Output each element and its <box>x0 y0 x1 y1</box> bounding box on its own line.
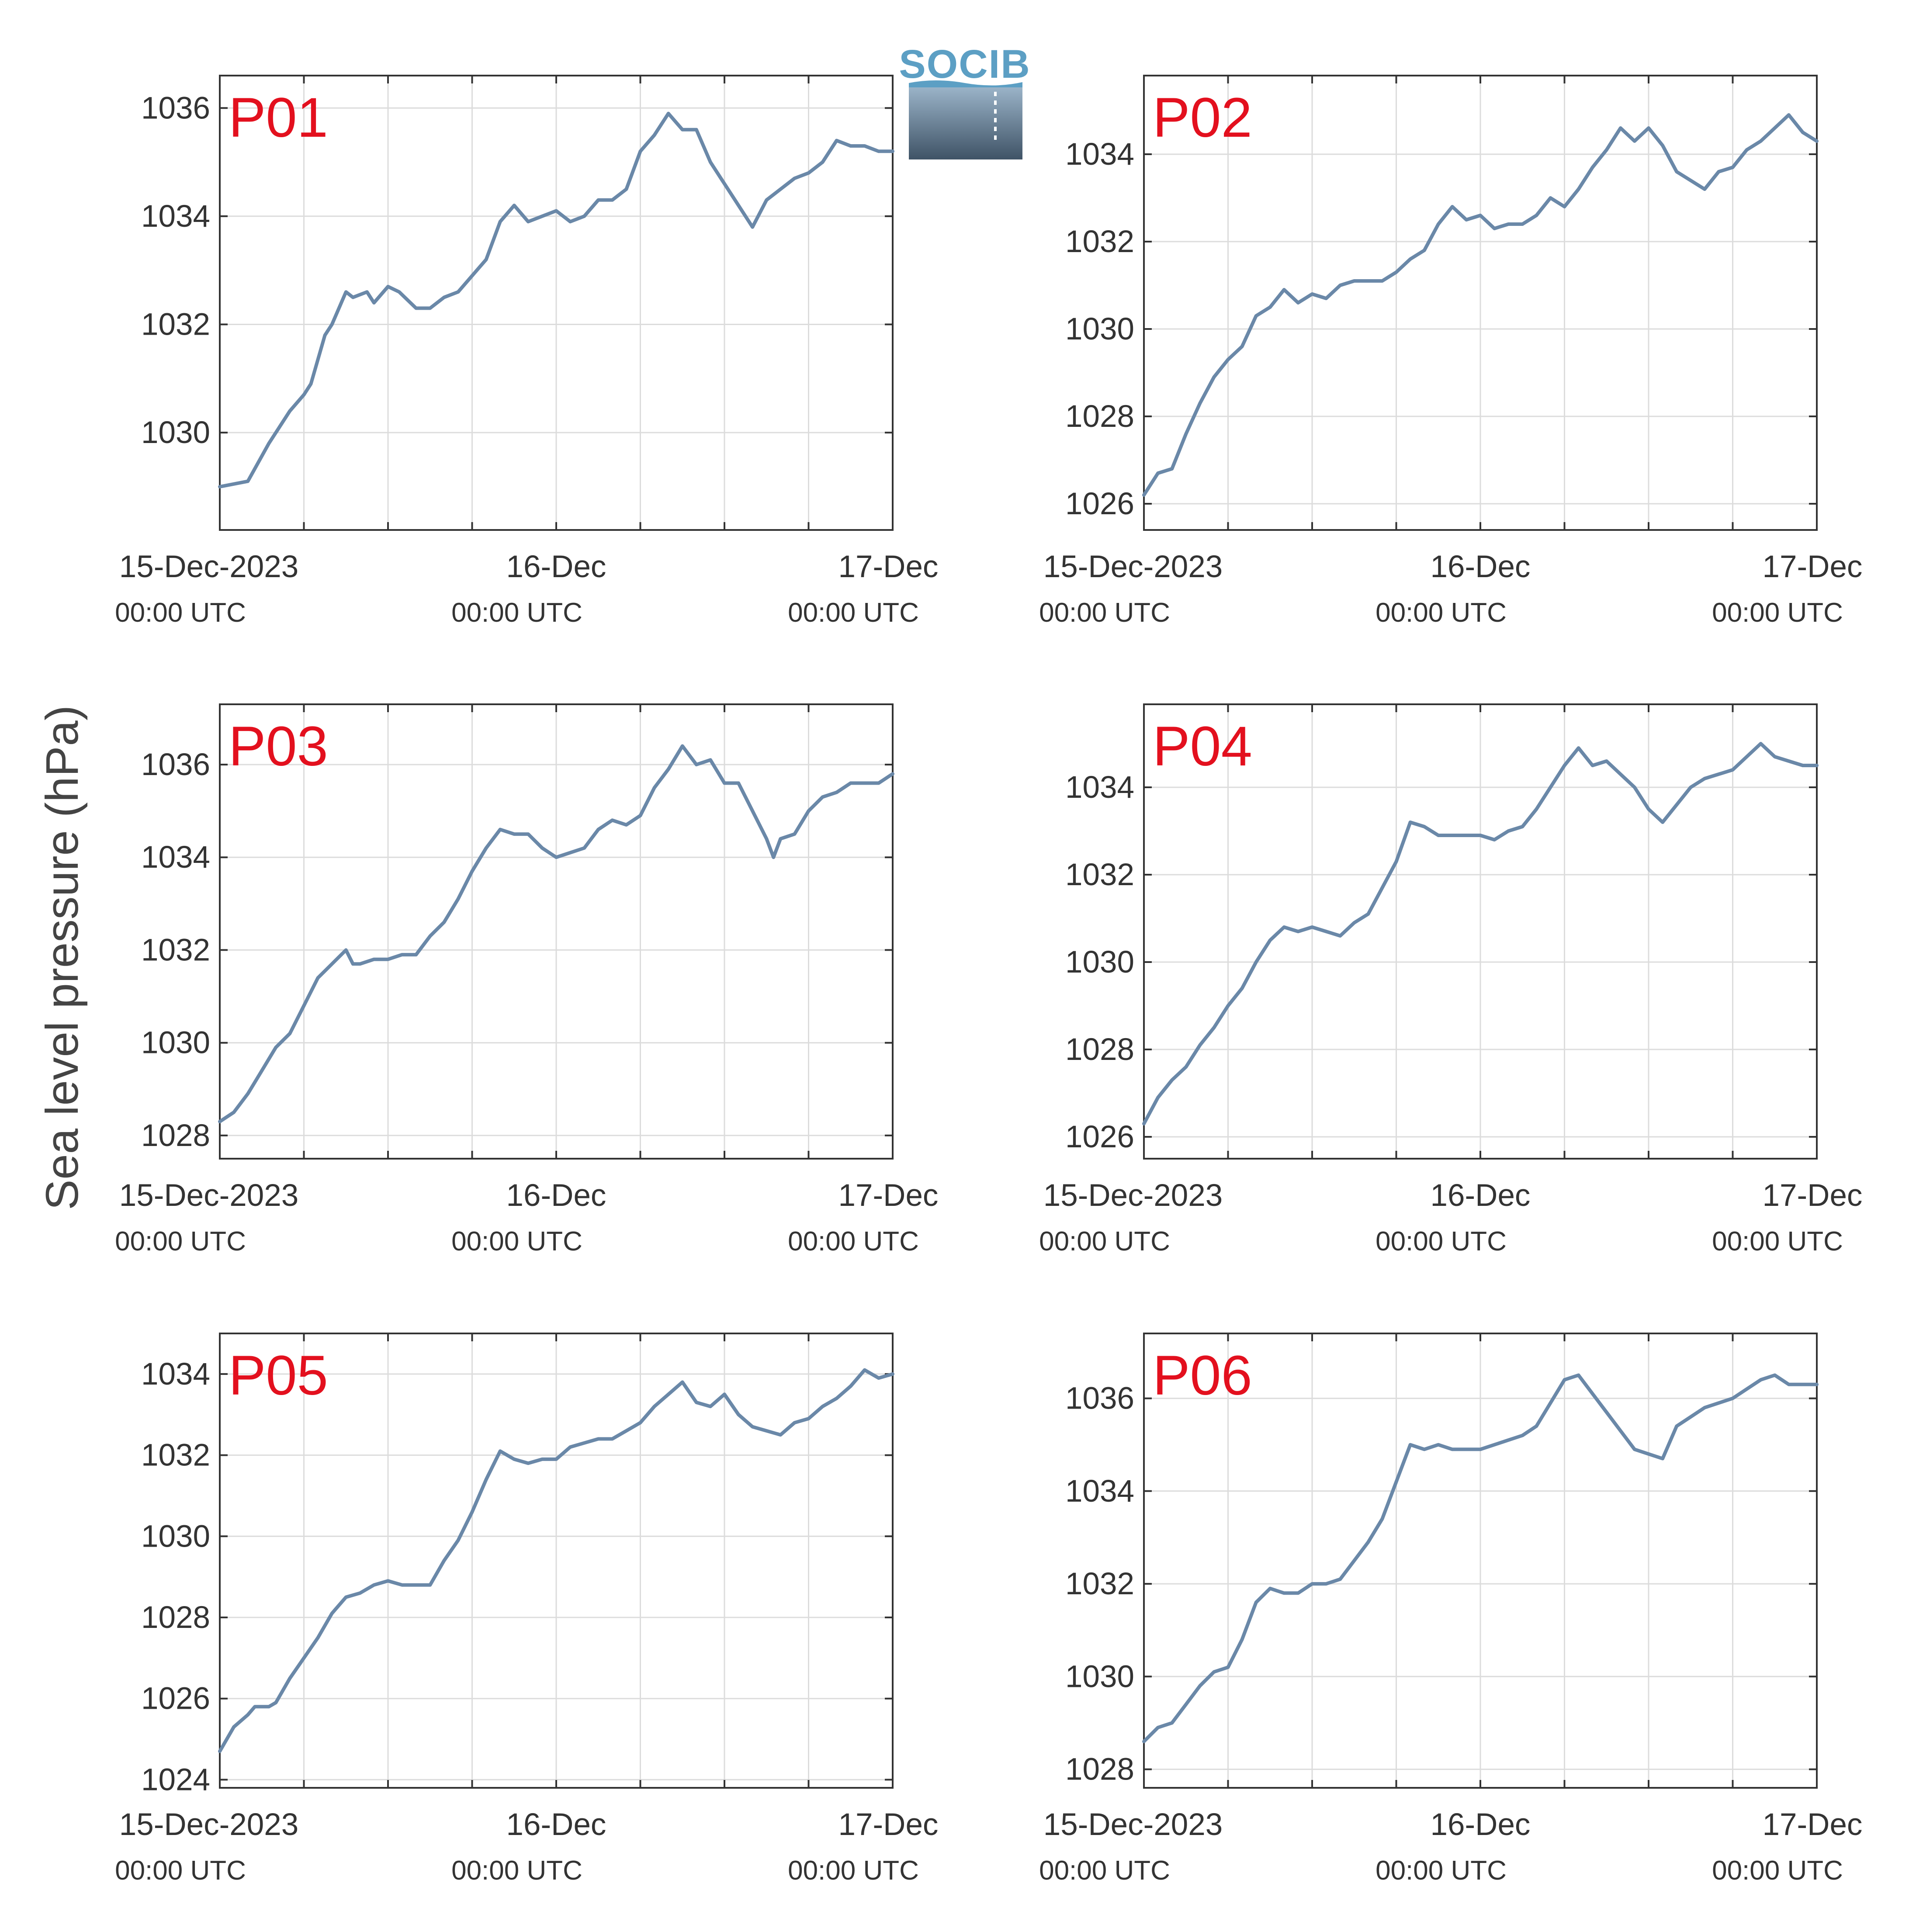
x-tick-time-label: 00:00 UTC <box>1712 1856 1843 1886</box>
panel-p03: 1028 1030 1032 1034 1036 P03 15-Dec-2023 00:00 … <box>115 703 939 1257</box>
y-tick-label: 1030 <box>141 1026 210 1060</box>
x-tick-date-label: 15-Dec-2023 <box>119 1807 298 1842</box>
axes-frame <box>219 703 894 1160</box>
x-tick-time-label: 00:00 UTC <box>1039 1226 1170 1257</box>
y-tick-label: 1032 <box>1065 225 1134 259</box>
y-tick-label: 1034 <box>1065 1474 1134 1509</box>
y-tick-label: 1026 <box>141 1682 210 1716</box>
series-line-p03 <box>218 744 894 1124</box>
panel-p02: 1026 1028 1030 1032 1034 P02 15-Dec-2023 00:00 … <box>1039 75 1863 628</box>
y-axis-label: Sea level pressure (hPa) <box>37 705 88 1210</box>
x-tick-time-label: 00:00 UTC <box>115 1856 246 1886</box>
series-line-p04 <box>1142 742 1819 1125</box>
series-line-p01 <box>218 111 894 488</box>
x-tick-date-label: 17-Dec <box>838 1178 939 1213</box>
x-tick-time-label: 00:00 UTC <box>451 1226 582 1257</box>
y-tick-label: 1034 <box>1065 770 1134 805</box>
x-tick-time-label: 00:00 UTC <box>1376 1856 1507 1886</box>
y-tick-label: 1032 <box>141 308 210 342</box>
y-tick-label: 1034 <box>141 199 210 234</box>
socib-logo: SOCIB <box>899 42 1030 159</box>
y-tick-label: 1034 <box>141 1357 210 1392</box>
x-tick-time-label: 00:00 UTC <box>451 1856 582 1886</box>
x-tick-time-label: 00:00 UTC <box>788 1226 919 1257</box>
x-tick-date-label: 17-Dec <box>1763 1178 1863 1213</box>
y-tick-label: 1028 <box>1065 1752 1134 1787</box>
y-tick-label: 1032 <box>141 1438 210 1473</box>
x-tick-date-label: 17-Dec <box>838 550 939 584</box>
x-tick-date-label: 15-Dec-2023 <box>119 1178 298 1213</box>
x-tick-time-label: 00:00 UTC <box>788 598 919 628</box>
panel-label-p01: P01 <box>229 87 328 149</box>
x-tick-date-label: 17-Dec <box>838 1807 939 1842</box>
axes-frame <box>1143 1333 1818 1789</box>
x-tick-date-label: 15-Dec-2023 <box>119 550 298 584</box>
axes-frame <box>219 1333 894 1789</box>
y-tick-label: 1026 <box>1065 1120 1134 1154</box>
y-tick-label: 1034 <box>141 840 210 875</box>
x-tick-time-label: 00:00 UTC <box>115 598 246 628</box>
panel-label-p03: P03 <box>229 715 328 778</box>
y-tick-label: 1032 <box>141 933 210 967</box>
y-tick-label: 1036 <box>141 91 210 125</box>
x-tick-date-label: 15-Dec-2023 <box>1043 1807 1223 1842</box>
socib-logo-icon <box>909 80 1022 159</box>
x-tick-date-label: 16-Dec <box>506 550 606 584</box>
x-tick-date-label: 17-Dec <box>1763 1807 1863 1842</box>
panel-label-p05: P05 <box>229 1344 328 1407</box>
y-tick-label: 1030 <box>141 1519 210 1554</box>
panel-label-p06: P06 <box>1153 1344 1252 1407</box>
series-line-p05 <box>218 1368 894 1753</box>
y-tick-label: 1030 <box>1065 945 1134 980</box>
y-tick-label: 1028 <box>141 1600 210 1635</box>
x-tick-date-label: 16-Dec <box>1431 550 1531 584</box>
y-tick-label: 1026 <box>1065 487 1134 521</box>
y-tick-label: 1028 <box>1065 399 1134 434</box>
series-line-p06 <box>1142 1373 1819 1743</box>
x-tick-date-label: 15-Dec-2023 <box>1043 550 1223 584</box>
y-tick-label: 1024 <box>141 1762 210 1797</box>
x-tick-date-label: 16-Dec <box>1431 1178 1531 1213</box>
x-tick-time-label: 00:00 UTC <box>1039 1856 1170 1886</box>
y-tick-label: 1032 <box>1065 1567 1134 1601</box>
y-tick-label: 1028 <box>1065 1032 1134 1067</box>
series-line-p02 <box>1142 113 1819 497</box>
x-tick-date-label: 16-Dec <box>506 1178 606 1213</box>
y-tick-label: 1028 <box>141 1118 210 1153</box>
x-tick-time-label: 00:00 UTC <box>1712 598 1843 628</box>
panel-p05: 1024 1026 1028 1030 1032 1034 P05 15-Dec-2023 00… <box>115 1333 938 1886</box>
axes-frame <box>219 75 894 531</box>
x-tick-time-label: 00:00 UTC <box>1376 1226 1507 1257</box>
x-tick-date-label: 15-Dec-2023 <box>1043 1178 1223 1213</box>
panel-label-p04: P04 <box>1153 715 1252 778</box>
panel-p06: 1028 1030 1032 1034 1036 P06 15-Dec-2023 00:00 … <box>1039 1333 1862 1886</box>
x-tick-date-label: 16-Dec <box>506 1807 606 1842</box>
y-tick-label: 1034 <box>1065 137 1134 172</box>
axes-frame <box>1143 75 1818 531</box>
panel-p01: 1030 1032 1034 1036 P01 15-Dec-2023 00:00 UTC 1… <box>115 75 939 628</box>
x-tick-date-label: 17-Dec <box>1763 550 1863 584</box>
panel-label-p02: P02 <box>1153 87 1252 149</box>
logo-text: SOCIB <box>899 42 1030 87</box>
panel-p04: 1026 1028 1030 1032 1034 P04 15-Dec-2023 00:00 … <box>1039 703 1863 1257</box>
x-tick-time-label: 00:00 UTC <box>1039 598 1170 628</box>
y-tick-label: 1036 <box>1065 1381 1134 1416</box>
y-tick-label: 1030 <box>1065 312 1134 346</box>
axes-frame <box>1143 703 1818 1160</box>
y-tick-label: 1030 <box>1065 1659 1134 1694</box>
y-tick-label: 1032 <box>1065 858 1134 892</box>
x-tick-time-label: 00:00 UTC <box>451 598 582 628</box>
x-tick-time-label: 00:00 UTC <box>788 1856 919 1886</box>
x-tick-time-label: 00:00 UTC <box>1376 598 1507 628</box>
x-tick-time-label: 00:00 UTC <box>115 1226 246 1257</box>
x-tick-time-label: 00:00 UTC <box>1712 1226 1843 1257</box>
y-tick-label: 1030 <box>141 415 210 450</box>
x-tick-date-label: 16-Dec <box>1431 1807 1531 1842</box>
y-tick-label: 1036 <box>141 748 210 782</box>
